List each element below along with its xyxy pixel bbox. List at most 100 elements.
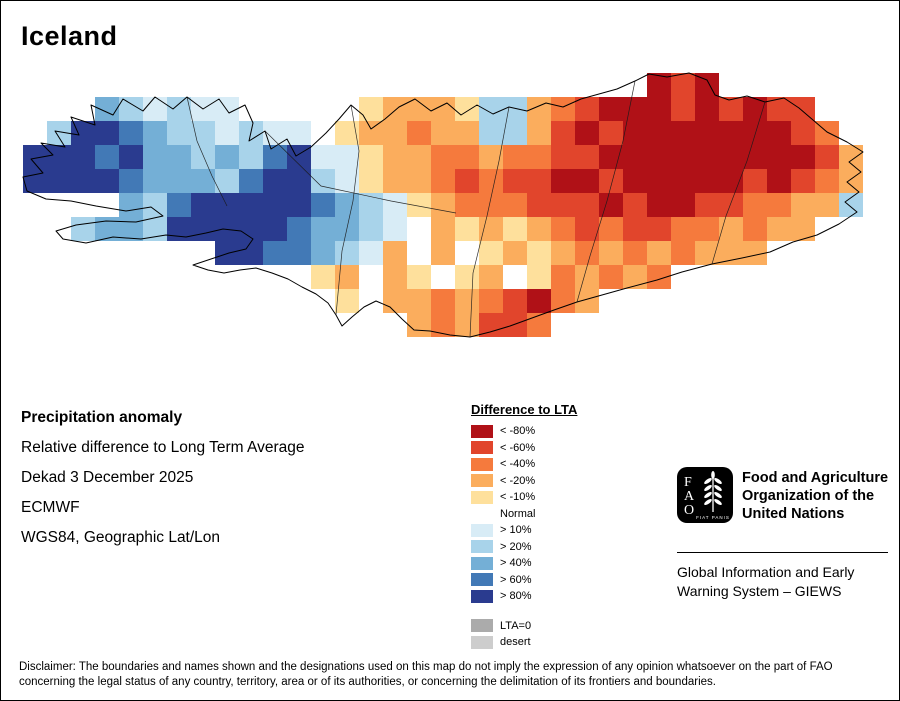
wheat-ear-icon bbox=[704, 471, 722, 512]
map-cell bbox=[527, 169, 551, 193]
map-cell bbox=[767, 169, 791, 193]
map-cell bbox=[479, 193, 503, 217]
map-cell bbox=[719, 169, 743, 193]
caption-block: Precipitation anomaly Relative differenc… bbox=[21, 403, 305, 553]
map-cell bbox=[551, 145, 575, 169]
map-cell bbox=[431, 313, 455, 337]
map-cell bbox=[503, 265, 527, 289]
caption-heading: Precipitation anomaly bbox=[21, 409, 183, 426]
page-title: Iceland bbox=[21, 21, 118, 51]
map-cell bbox=[671, 217, 695, 241]
map-cell bbox=[311, 145, 335, 169]
map-cell bbox=[623, 97, 647, 121]
map-cell bbox=[719, 241, 743, 265]
map-cell bbox=[263, 217, 287, 241]
fao-org-line-3: United Nations bbox=[742, 506, 845, 522]
map-cell bbox=[767, 217, 791, 241]
map-cell bbox=[527, 265, 551, 289]
map-cell bbox=[239, 121, 263, 145]
map-cell bbox=[455, 313, 479, 337]
legend-item: < -20% bbox=[471, 474, 577, 488]
map-cell bbox=[215, 169, 239, 193]
map-cell bbox=[311, 265, 335, 289]
giews-line-1: Global Information and Early bbox=[677, 564, 855, 580]
map-cell bbox=[551, 97, 575, 121]
map-cell bbox=[575, 241, 599, 265]
map-cell bbox=[527, 217, 551, 241]
giews-label: Global Information and Early Warning Sys… bbox=[677, 563, 854, 601]
map-cell bbox=[407, 97, 431, 121]
map-cell bbox=[407, 265, 431, 289]
map-cell bbox=[311, 217, 335, 241]
map-cell bbox=[479, 289, 503, 313]
map-cell bbox=[95, 121, 119, 145]
map-cell bbox=[791, 121, 815, 145]
map-cell bbox=[575, 169, 599, 193]
map-cell bbox=[623, 121, 647, 145]
map-cell bbox=[599, 145, 623, 169]
map-cell bbox=[551, 289, 575, 313]
map-cell bbox=[743, 145, 767, 169]
map-cell bbox=[335, 145, 359, 169]
map-cell bbox=[359, 145, 383, 169]
map-cell bbox=[23, 145, 47, 169]
map-cell bbox=[575, 97, 599, 121]
fao-logo-letter-f: F bbox=[684, 475, 692, 490]
fao-org-line-2: Organization of the bbox=[742, 488, 875, 504]
map-cell bbox=[311, 169, 335, 193]
map-cell bbox=[695, 97, 719, 121]
map-cell bbox=[671, 97, 695, 121]
fao-logo-letter-a: A bbox=[684, 489, 695, 504]
legend-swatch bbox=[471, 556, 493, 570]
map-cell bbox=[647, 241, 671, 265]
map-cell bbox=[503, 289, 527, 313]
map-cell bbox=[623, 145, 647, 169]
map-cell bbox=[455, 121, 479, 145]
map-cell bbox=[527, 121, 551, 145]
legend-item-label: > 80% bbox=[500, 590, 532, 602]
map-cell bbox=[767, 121, 791, 145]
map-cell bbox=[119, 169, 143, 193]
legend-swatch bbox=[471, 490, 493, 504]
map-cell bbox=[455, 97, 479, 121]
map-cell bbox=[119, 145, 143, 169]
map-cell bbox=[383, 193, 407, 217]
map-cell bbox=[647, 73, 671, 97]
map-cell bbox=[383, 121, 407, 145]
map-cell bbox=[359, 241, 383, 265]
map-cell bbox=[479, 241, 503, 265]
fao-logo-letter-o: O bbox=[684, 503, 694, 518]
map-cell bbox=[743, 193, 767, 217]
map-cell bbox=[215, 121, 239, 145]
map-cell bbox=[71, 121, 95, 145]
map-cell bbox=[695, 73, 719, 97]
map-cell bbox=[335, 289, 359, 313]
map-cell bbox=[503, 313, 527, 337]
legend-swatch bbox=[471, 424, 493, 438]
map-cell bbox=[479, 169, 503, 193]
map-cell bbox=[143, 193, 167, 217]
map-cell bbox=[551, 169, 575, 193]
map-cell bbox=[791, 169, 815, 193]
map-cell bbox=[575, 121, 599, 145]
map-cell bbox=[287, 217, 311, 241]
legend-item-label: < -20% bbox=[500, 474, 536, 487]
map-cell bbox=[239, 217, 263, 241]
legend-item-label: > 40% bbox=[500, 557, 532, 569]
map-cell bbox=[623, 241, 647, 265]
map-cell bbox=[479, 145, 503, 169]
map-cell bbox=[503, 193, 527, 217]
legend-swatch bbox=[471, 573, 493, 586]
map-cell bbox=[191, 193, 215, 217]
legend-item-label: < -10% bbox=[500, 491, 536, 503]
map-cell bbox=[647, 265, 671, 289]
disclaimer-line-1: Disclaimer: The boundaries and names sho… bbox=[19, 661, 833, 673]
map-cell bbox=[719, 97, 743, 121]
map-cell bbox=[623, 169, 647, 193]
map-cell bbox=[719, 145, 743, 169]
map-cell bbox=[215, 241, 239, 265]
map-cell bbox=[647, 169, 671, 193]
map-cell bbox=[599, 241, 623, 265]
map-cell bbox=[671, 121, 695, 145]
